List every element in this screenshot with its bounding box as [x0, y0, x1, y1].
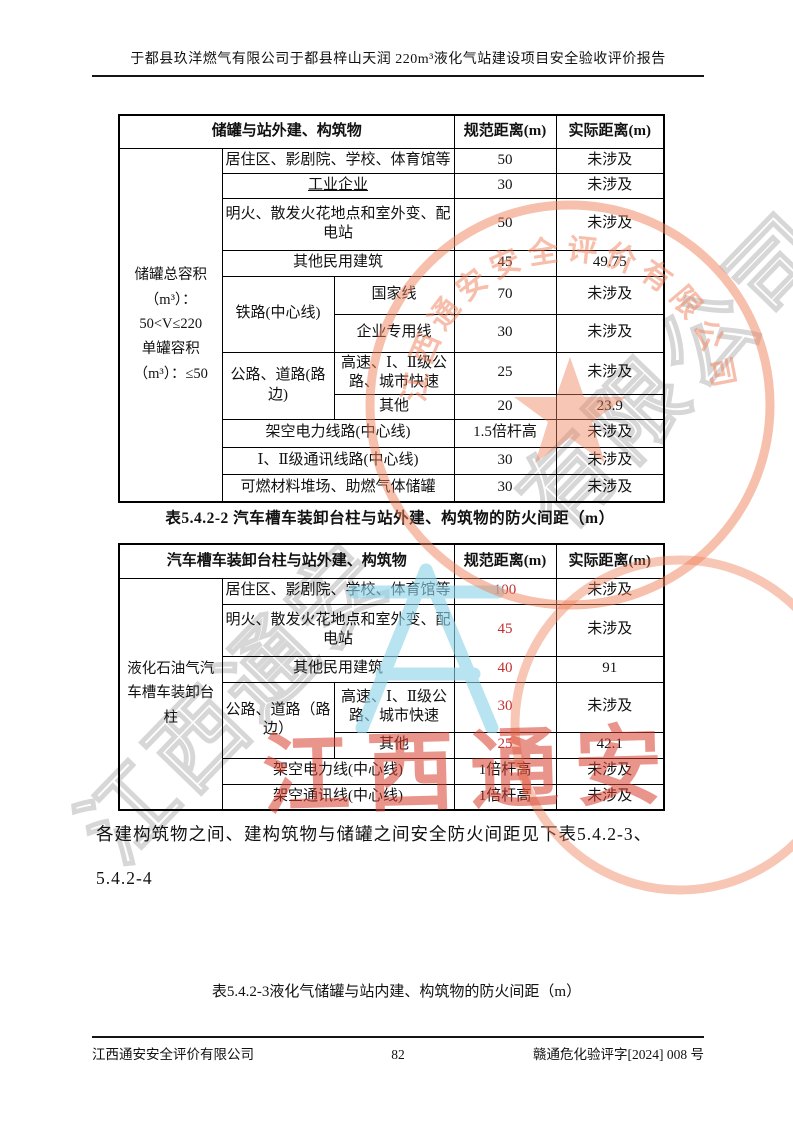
table-cell: 25 — [453, 351, 557, 395]
table-header-row: 储罐与站外建、构筑物 规范距离(m) 实际距离(m) — [118, 114, 665, 149]
table-cell: 国家线 — [333, 275, 455, 315]
side-label-line: （m³）： — [144, 291, 197, 308]
table-header-row: 汽车槽车装卸台柱与站外建、构筑物 规范距离(m) 实际距离(m) — [118, 543, 665, 579]
table-cell: 其他民用建筑 — [221, 249, 455, 277]
table-cell: 25 — [453, 731, 557, 759]
table-cell: 未涉及 — [555, 783, 665, 811]
table-cell: 未涉及 — [555, 603, 665, 657]
table-row: 储罐总容积 （m³）： 50<V≤220 单罐容积 （m³）：≤50 居住区、影… — [118, 147, 665, 503]
table-cell: 20 — [453, 393, 557, 420]
table-cell: 企业专用线 — [333, 313, 455, 353]
table-cell: 架空通讯线(中心线) — [221, 783, 455, 811]
table-cell: 未涉及 — [555, 147, 665, 174]
table-cell: 居住区、影剧院、学校、体育馆等 — [221, 577, 455, 605]
table-cell: 未涉及 — [555, 313, 665, 353]
footer-company-name: 江西通安安全评价有限公司 — [92, 1047, 254, 1062]
tank-capacity-side-label: 储罐总容积 （m³）： 50<V≤220 单罐容积 （m³）：≤50 — [118, 147, 223, 503]
column-header-actual-distance: 实际距离(m) — [555, 114, 665, 149]
column-header-spec-distance: 规范距离(m) — [453, 114, 557, 149]
table-cell: 40 — [453, 655, 557, 683]
table-cell: 高速、Ⅰ、Ⅱ级公路、城市快速 — [333, 351, 455, 395]
table-cell: 架空电力线路(中心线) — [221, 418, 455, 448]
lpg-loading-column-side-label: 液化石油气汽车槽车装卸台柱 — [118, 577, 223, 811]
table-caption-5-4-2-3: 表5.4.2-3液化气储罐与站内建、构筑物的防火间距（m） — [211, 984, 582, 1000]
table-cell: 未涉及 — [555, 275, 665, 315]
side-label-line: 储罐总容积 — [134, 267, 208, 284]
table-cell: 91 — [555, 655, 665, 683]
table-cell: 23.9 — [555, 393, 665, 420]
table-row: 其他 25 42.1 — [119, 731, 665, 759]
table-cell: 30 — [453, 681, 557, 733]
page-header-title: 于都县玖洋燃气有限公司于都县梓山天润 220m³液化气站建设项目安全验收评价报告 — [92, 48, 704, 77]
table-cell: 未涉及 — [555, 473, 665, 503]
table-cell: 50 — [453, 197, 557, 251]
table-cell: 未涉及 — [555, 172, 665, 199]
table-cell: 30 — [453, 172, 557, 199]
table-row: 架空通讯线(中心线) 1倍杆高 未涉及 — [119, 783, 665, 811]
storage-tank-clearance-table: 储罐与站外建、构筑物 规范距离(m) 实际距离(m) 储罐总容积 （m³）： 5… — [118, 114, 666, 503]
paragraph-line: 5.4.2-4 — [96, 868, 153, 888]
table-cell: 其他 — [333, 393, 455, 420]
table-cell: 未涉及 — [555, 681, 665, 733]
table-cell: 其他 — [333, 731, 455, 759]
table-cell: 未涉及 — [555, 757, 665, 785]
table-cell: Ⅰ、Ⅱ级通讯线路(中心线) — [221, 446, 455, 475]
table-cell: 1.5倍杆高 — [453, 418, 557, 448]
table-cell: 工业企业 — [221, 172, 455, 199]
table-cell: 居住区、影剧院、学校、体育馆等 — [221, 147, 455, 174]
paragraph-line: 各建构筑物之间、建构筑物与储罐之间安全防火间距见下表5.4.2-3、 — [96, 824, 653, 844]
table-cell-group-railway: 铁路(中心线) — [221, 275, 335, 353]
table-cell: 明火、散发火花地点和室外变、配电站 — [221, 603, 455, 657]
table-cell: 架空电力线(中心线) — [221, 757, 455, 785]
table-cell: 45 — [453, 249, 557, 277]
table-cell: 45 — [453, 603, 557, 657]
table-cell: 1倍杆高 — [453, 757, 557, 785]
table-cell: 未涉及 — [555, 351, 665, 395]
footer-page-number: 82 — [391, 1047, 405, 1062]
table-cell: 明火、散发火花地点和室外变、配电站 — [221, 197, 455, 251]
side-label-line: 50<V≤220 — [139, 316, 203, 333]
table-cell-group-road: 公路、道路(路边) — [221, 351, 335, 420]
column-header-main: 储罐与站外建、构筑物 — [118, 114, 455, 149]
table-cell: 高速、Ⅰ、Ⅱ级公路、城市快速 — [333, 681, 455, 733]
table-caption-5-4-2-2: 表5.4.2-2 汽车槽车装卸台柱与站外建、构筑物的防火间距（m） — [165, 510, 615, 527]
table-cell: 未涉及 — [555, 446, 665, 475]
column-header-main: 汽车槽车装卸台柱与站外建、构筑物 — [118, 543, 455, 579]
table-row: 液化石油气汽车槽车装卸台柱 居住区、影剧院、学校、体育馆等 100 未涉及 — [118, 577, 665, 811]
table-cell: 30 — [453, 446, 557, 475]
column-header-actual-distance: 实际距离(m) — [555, 543, 665, 579]
table-cell: 30 — [453, 473, 557, 503]
table-cell: 50 — [453, 147, 557, 174]
body-paragraph: 各建构筑物之间、建构筑物与储罐之间安全防火间距见下表5.4.2-3、 5.4.2… — [96, 812, 718, 900]
table-cell: 未涉及 — [555, 197, 665, 251]
table-cell: 70 — [453, 275, 557, 315]
side-label-line: 单罐容积 — [141, 341, 200, 358]
table-cell: 100 — [453, 577, 557, 605]
table-cell: 其他民用建筑 — [221, 655, 455, 683]
table-cell-group-road: 公路、道路（路边） — [221, 681, 335, 759]
side-label-line: （m³）：≤50 — [133, 365, 208, 382]
table-cell: 30 — [453, 313, 557, 353]
page-footer: 江西通安安全评价有限公司 82 赣通危化验评字[2024] 008 号 — [92, 1036, 704, 1063]
table-cell: 49.75 — [555, 249, 665, 277]
footer-document-number: 赣通危化验评字[2024] 008 号 — [533, 1047, 704, 1062]
column-header-spec-distance: 规范距离(m) — [453, 543, 557, 579]
table-row: 工业企业 30 未涉及 — [119, 172, 665, 199]
table-cell: 1倍杆高 — [453, 783, 557, 811]
table-cell: 未涉及 — [555, 577, 665, 605]
table-cell: 42.1 — [555, 731, 665, 759]
table-cell: 未涉及 — [555, 418, 665, 448]
table-cell: 可燃材料堆场、助燃气体储罐 — [221, 473, 455, 503]
tanker-loading-column-clearance-table: 汽车槽车装卸台柱与站外建、构筑物 规范距离(m) 实际距离(m) 液化石油气汽车… — [118, 543, 666, 811]
